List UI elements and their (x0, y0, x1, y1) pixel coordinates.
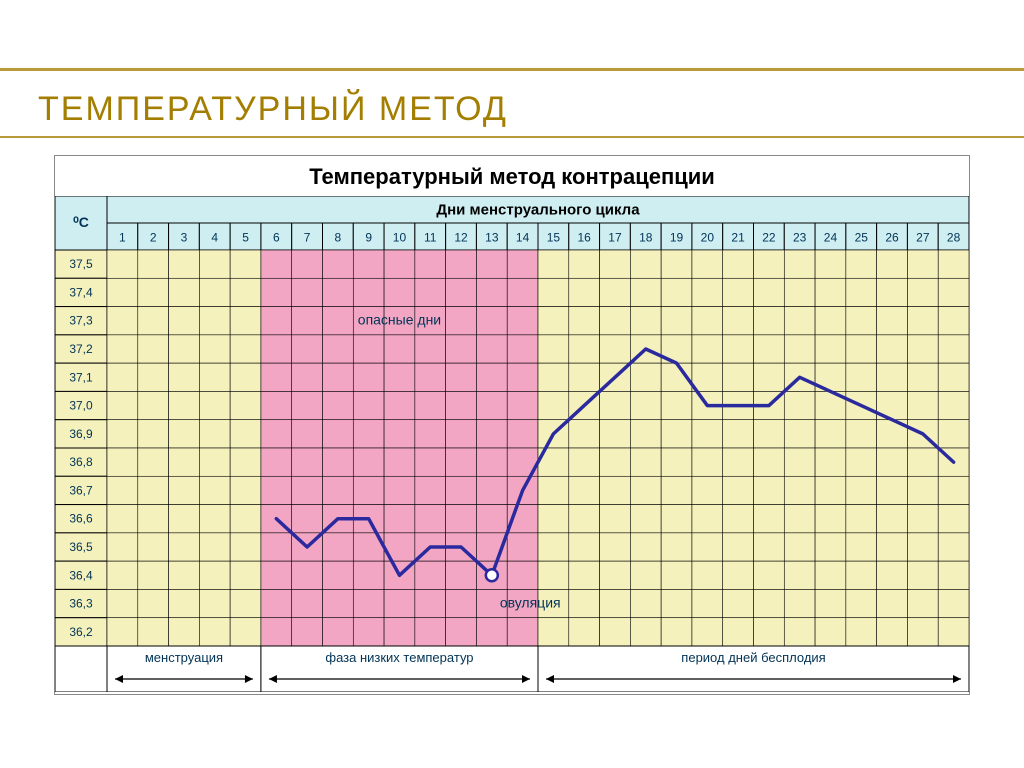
svg-text:21: 21 (731, 231, 745, 245)
svg-text:13: 13 (485, 231, 499, 245)
svg-text:14: 14 (516, 231, 530, 245)
svg-text:Дни менструального цикла: Дни менструального цикла (436, 202, 640, 219)
svg-text:23: 23 (793, 231, 807, 245)
svg-text:8: 8 (335, 231, 342, 245)
svg-text:5: 5 (242, 231, 249, 245)
svg-text:овуляция: овуляция (500, 595, 561, 611)
svg-text:9: 9 (365, 231, 372, 245)
svg-text:28: 28 (947, 231, 961, 245)
svg-text:37,5: 37,5 (69, 257, 93, 271)
chart-container: Температурный метод контрацепции ⁰С Дни м… (54, 155, 970, 695)
svg-text:2: 2 (150, 231, 157, 245)
svg-text:6: 6 (273, 231, 280, 245)
svg-text:36,9: 36,9 (69, 427, 93, 441)
svg-text:36,6: 36,6 (69, 512, 93, 526)
svg-text:⁰С: ⁰С (73, 214, 89, 230)
accent-bar (0, 68, 1024, 71)
svg-text:16: 16 (577, 231, 591, 245)
svg-text:25: 25 (855, 231, 869, 245)
svg-text:36,3: 36,3 (69, 597, 93, 611)
svg-text:27: 27 (916, 231, 930, 245)
chart-title: Температурный метод контрацепции (55, 156, 969, 196)
svg-text:17: 17 (608, 231, 622, 245)
svg-text:37,0: 37,0 (69, 399, 93, 413)
svg-text:36,7: 36,7 (69, 483, 93, 497)
svg-text:22: 22 (762, 231, 776, 245)
svg-text:24: 24 (824, 231, 838, 245)
svg-text:19: 19 (670, 231, 684, 245)
svg-text:26: 26 (885, 231, 899, 245)
svg-text:20: 20 (701, 231, 715, 245)
svg-text:12: 12 (454, 231, 468, 245)
svg-text:36,5: 36,5 (69, 540, 93, 554)
svg-text:36,2: 36,2 (69, 625, 93, 639)
svg-text:37,1: 37,1 (69, 370, 93, 384)
svg-text:опасные дни: опасные дни (358, 312, 441, 328)
svg-text:4: 4 (211, 231, 218, 245)
svg-text:7: 7 (304, 231, 311, 245)
svg-text:37,3: 37,3 (69, 314, 93, 328)
svg-text:менструация: менструация (145, 650, 223, 665)
svg-text:36,4: 36,4 (69, 568, 93, 582)
svg-text:37,2: 37,2 (69, 342, 93, 356)
svg-text:1: 1 (119, 231, 126, 245)
svg-text:11: 11 (424, 231, 437, 245)
svg-text:15: 15 (547, 231, 561, 245)
svg-text:период дней бесплодия: период дней бесплодия (681, 650, 825, 665)
svg-text:18: 18 (639, 231, 653, 245)
svg-text:фаза низких температур: фаза низких температур (325, 650, 473, 665)
title-underline (0, 136, 1024, 138)
temperature-chart: ⁰СДни менструального цикла12345678910111… (55, 196, 969, 692)
svg-text:3: 3 (181, 231, 188, 245)
svg-text:36,8: 36,8 (69, 455, 93, 469)
svg-text:37,4: 37,4 (69, 285, 93, 299)
svg-text:10: 10 (393, 231, 407, 245)
slide-title: Температурный метод (38, 90, 508, 129)
